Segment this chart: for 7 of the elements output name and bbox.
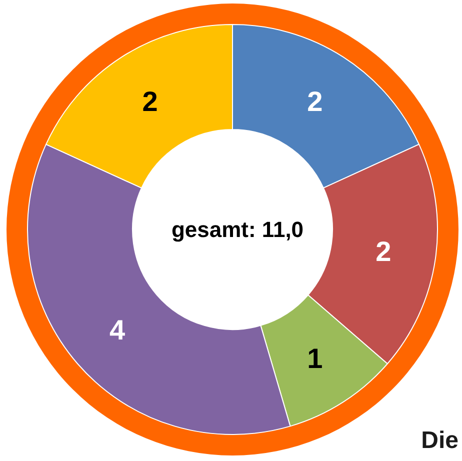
data-label: 2: [307, 86, 323, 118]
data-label: 1: [307, 342, 323, 374]
text: Die: [421, 427, 459, 454]
data-label: 2: [142, 86, 158, 118]
data-label: 2: [376, 236, 392, 268]
text: gesamt: 11,0: [171, 217, 304, 242]
data-label: 4: [109, 314, 126, 346]
